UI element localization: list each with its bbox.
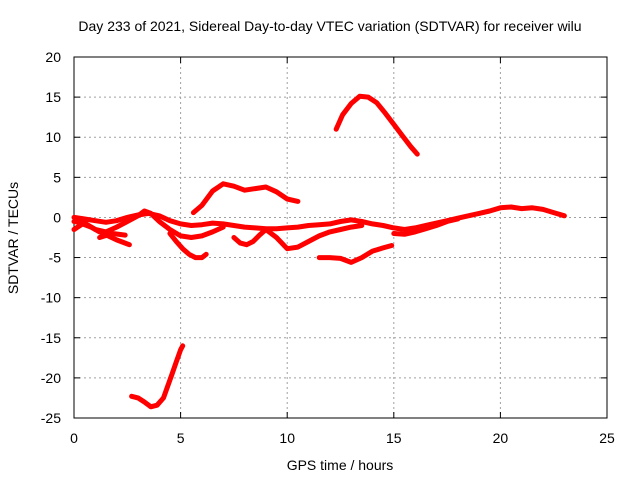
series-group [71,93,567,410]
y-tick-label: -5 [49,250,62,266]
tick-labels: 0 5 10 15 20 25 20 15 10 5 0 -5 -10 -15 -20 -25 [41,49,615,446]
series-line-trace-10 [333,93,420,157]
y-tick-label: 0 [53,209,61,225]
chart-title: Day 233 of 2021, Sidereal Day-to-day VTE… [78,18,581,34]
y-tick-label: -25 [41,410,61,426]
series-line-trace-9 [316,243,395,265]
y-tick-label: -10 [41,290,61,306]
x-tick-label: 5 [177,430,185,446]
grid [74,57,607,418]
series-line-trace-11 [391,216,461,237]
x-tick-label: 0 [70,430,78,446]
tick-marks [73,56,608,419]
y-tick-label: -20 [41,370,61,386]
x-tick-label: 25 [599,430,615,446]
y-tick-label: 5 [53,169,61,185]
series-line-trace-4 [97,231,128,240]
series-line-trace-3 [71,204,567,232]
y-tick-label: 20 [45,49,61,65]
y-tick-label: 15 [45,89,61,105]
x-tick-label: 10 [279,430,295,446]
plot-frame [73,56,608,419]
y-tick-label: -15 [41,330,61,346]
x-axis-label: GPS time / hours [287,457,394,473]
x-tick-label: 15 [386,430,402,446]
series-line-trace-7 [190,181,301,216]
series-line-trace-6 [167,231,209,261]
series-line-trace-8 [231,223,365,252]
y-tick-label: 10 [45,129,61,145]
y-axis-label: SDTVAR / TECUs [5,182,21,294]
series-line-trace-5 [129,343,186,410]
x-tick-label: 20 [493,430,509,446]
